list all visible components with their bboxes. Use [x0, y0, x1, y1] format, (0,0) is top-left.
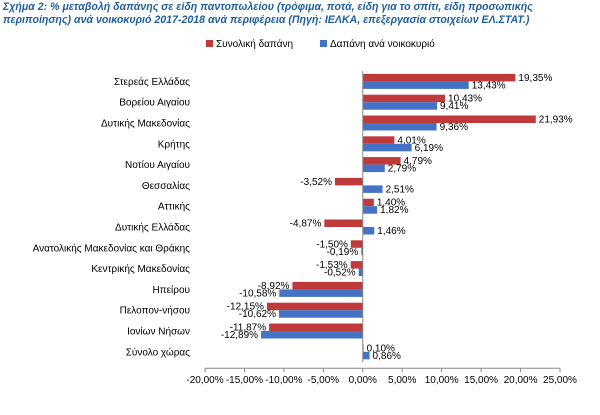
bar-household-spending — [362, 81, 469, 89]
data-label: 1,40% — [377, 198, 405, 209]
data-label: 4,79% — [404, 156, 432, 167]
data-label: -12,89% — [221, 330, 258, 341]
x-tick-label: 0,00% — [349, 375, 377, 386]
data-label: 6,19% — [415, 143, 443, 154]
legend-swatch-2 — [320, 40, 327, 47]
bar-total-spending — [269, 323, 363, 331]
category-label: Θεσσαλίας — [142, 180, 190, 192]
data-label: 1,46% — [377, 226, 405, 237]
data-label: -3,52% — [300, 177, 332, 188]
data-label: 13,43% — [472, 80, 506, 91]
data-label: -11,87% — [230, 323, 267, 334]
chart-title: Σχήμα 2: % μεταβολή δαπάνης σε είδη παντ… — [3, 1, 598, 27]
bar-household-spending — [362, 102, 438, 110]
data-label: 19,35% — [518, 73, 552, 84]
data-label: -1,50% — [316, 239, 348, 250]
legend-label-1: Συνολική δαπάνη — [216, 38, 293, 50]
category-label: Δυτικής Μακεδονίας — [101, 118, 190, 130]
bar-total-spending — [362, 136, 395, 144]
bar-total-spending — [362, 94, 446, 103]
category-label: Νοτίου Αιγαίου — [125, 159, 190, 171]
x-tick-label: -10,00% — [265, 375, 302, 386]
bar-household-spending — [362, 143, 412, 152]
data-label: 9,36% — [440, 122, 468, 133]
bar-household-spending — [362, 123, 437, 131]
data-label: -4,87% — [290, 219, 322, 230]
bar-total-spending — [362, 73, 516, 82]
bar-household-spending — [358, 268, 363, 277]
bar-total-spending — [324, 219, 363, 227]
category-label: Ηπείρου — [152, 284, 190, 296]
bar-total-spending — [350, 261, 363, 269]
data-label: 9,41% — [440, 101, 468, 112]
chart-title-line-2: περιποίησης) ανά νοικοκυριό 2017-2018 αν… — [3, 14, 530, 26]
category-label: Βορείου Αιγαίου — [119, 97, 190, 109]
bar-total-spending — [362, 198, 374, 207]
bar-total-spending — [362, 115, 536, 123]
bar-household-spending — [362, 351, 370, 360]
data-label: 2,79% — [388, 164, 416, 175]
category-label: Αττικής — [158, 201, 190, 213]
bar-household-spending — [362, 206, 378, 214]
data-label: -8,92% — [258, 281, 290, 292]
data-label: 0,10% — [367, 343, 395, 354]
data-label: 21,93% — [539, 115, 573, 126]
bar-household-spending — [362, 164, 385, 173]
bar-total-spending — [362, 157, 401, 165]
bar-household-spending — [278, 310, 363, 318]
bar-household-spending — [279, 289, 363, 297]
data-label: -12,15% — [227, 302, 264, 313]
bar-household-spending — [362, 185, 383, 193]
bar-total-spending — [350, 240, 363, 248]
category-label: Ανατολικής Μακεδονίας και Θράκης — [33, 242, 191, 254]
x-tick-label: -20,00% — [186, 375, 223, 386]
x-tick-label: 10,00% — [425, 375, 459, 386]
data-label: 1,82% — [380, 205, 408, 216]
data-label: -1,53% — [316, 260, 348, 271]
category-label: Σύνολο χώρας — [126, 346, 190, 358]
category-label: Στερεάς Ελλάδας — [114, 76, 190, 88]
category-label: Κρήτης — [158, 138, 190, 150]
x-tick-label: -15,00% — [226, 375, 263, 386]
data-label: -10,62% — [239, 309, 276, 320]
x-tick-label: 15,00% — [464, 375, 498, 386]
bar-total-spending — [335, 177, 363, 186]
legend-label-2: Δαπάνη ανά νοικοκυριό — [330, 38, 435, 50]
data-label: -0,19% — [327, 247, 359, 258]
data-label: 0,86% — [373, 351, 401, 362]
x-tick-label: 20,00% — [504, 375, 538, 386]
data-label: 10,43% — [448, 94, 482, 105]
chart-title-line-1: Σχήμα 2: % μεταβολή δαπάνης σε είδη παντ… — [3, 1, 533, 13]
bar-household-spending — [362, 227, 375, 235]
data-label: 4,01% — [397, 135, 425, 146]
category-label: Πελοπον-νήσου — [120, 305, 190, 317]
x-tick-label: -5,00% — [307, 375, 339, 386]
x-tick-label: 5,00% — [388, 375, 416, 386]
data-label: -0,52% — [324, 268, 356, 279]
data-label: -10,58% — [239, 288, 276, 299]
bar-household-spending — [261, 331, 363, 339]
category-label: Κεντρικής Μακεδονίας — [91, 263, 190, 275]
data-label: 2,51% — [386, 184, 414, 195]
x-tick-label: 25,00% — [543, 375, 577, 386]
bar-total-spending — [266, 302, 363, 311]
category-label: Ιονίων Νήσων — [127, 326, 190, 338]
bar-household-spending — [361, 247, 363, 256]
legend-swatch-1 — [206, 40, 213, 47]
category-label: Δυτικής Ελλάδας — [115, 222, 190, 234]
bar-total-spending — [292, 281, 363, 290]
